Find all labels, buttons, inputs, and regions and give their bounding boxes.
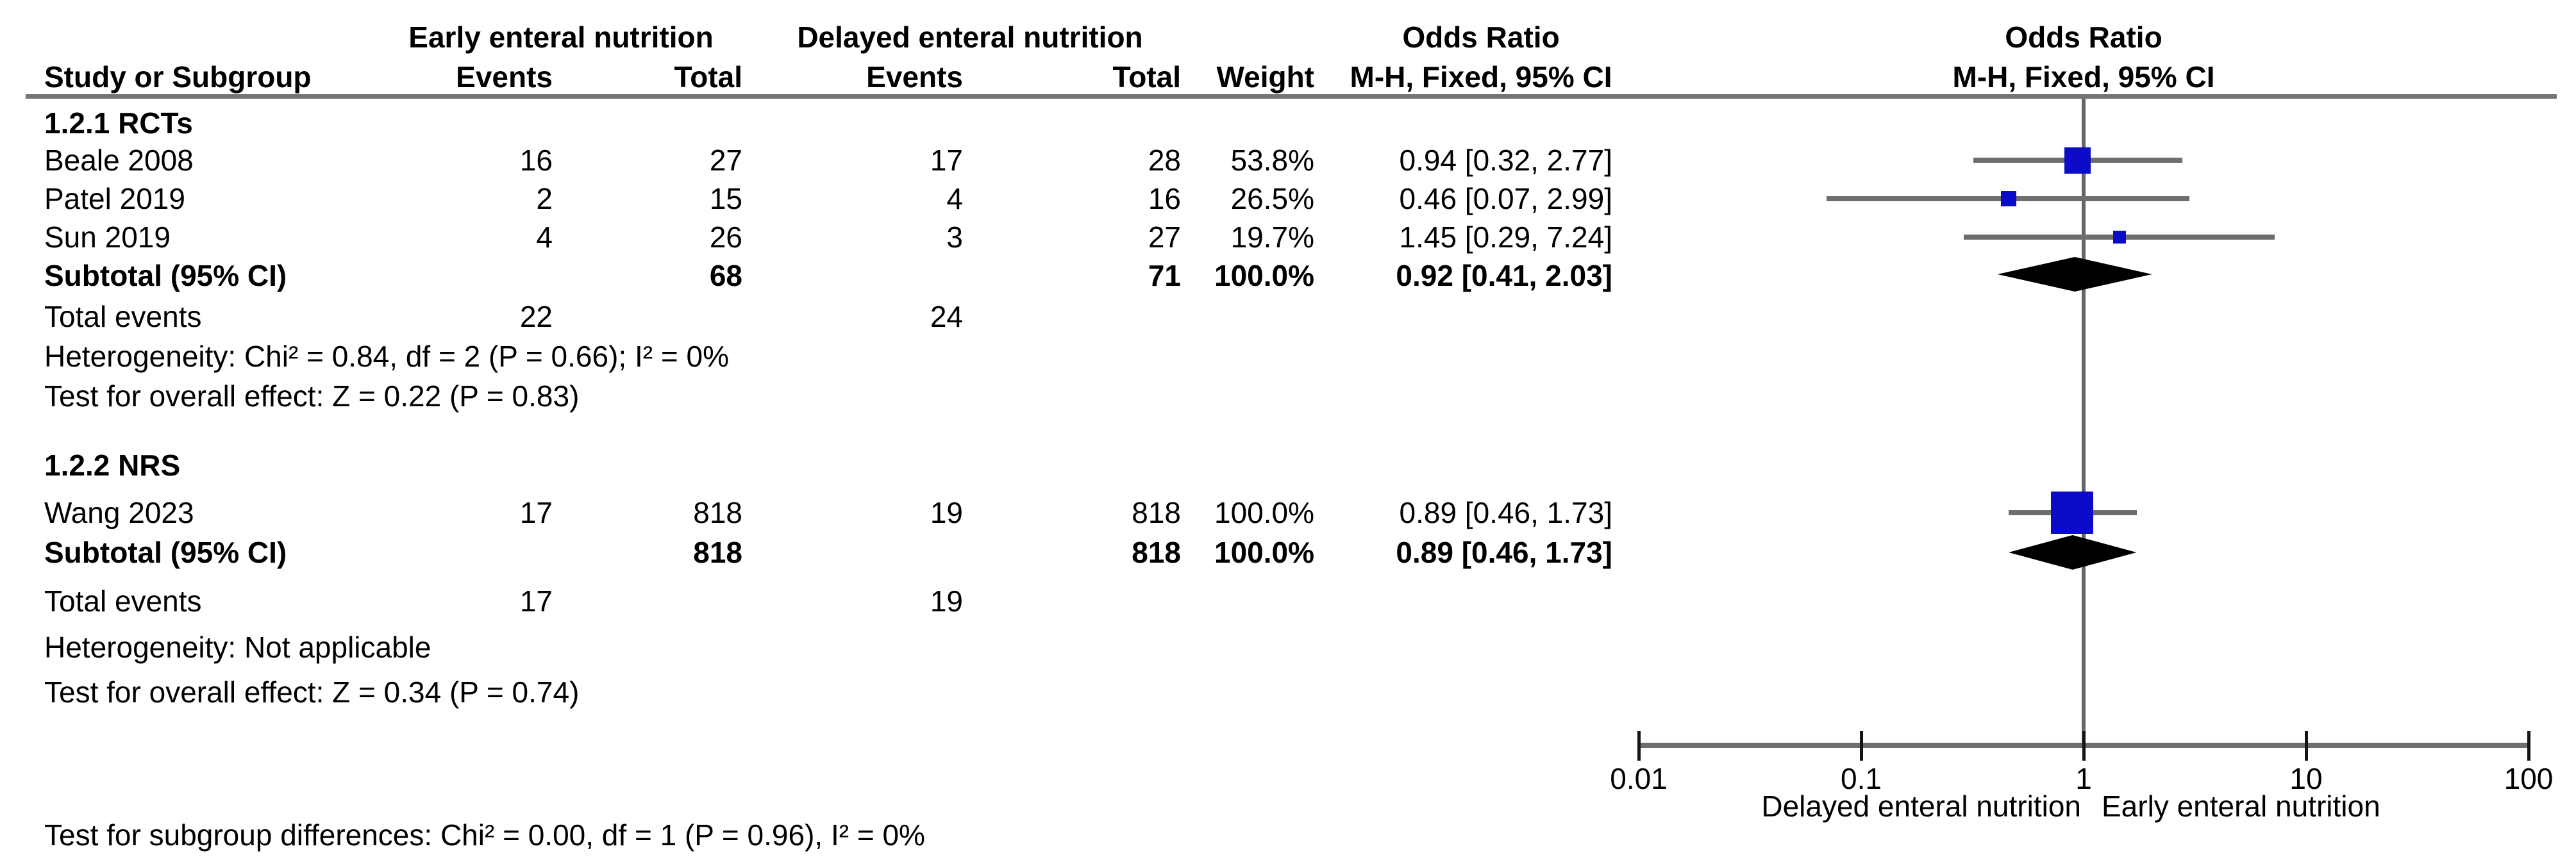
total-events-delayed: 19 — [930, 584, 963, 618]
subtotal-or-ci: 0.89 [0.46, 1.73] — [1396, 536, 1612, 569]
mh-ci-text-column-header: M-H, Fixed, 95% CI — [1350, 60, 1612, 94]
table-row: Beale 2008 16 27 17 28 53.8% 0.94 [0.32,… — [0, 141, 2576, 179]
weight-value: 53.8% — [1230, 144, 1314, 177]
x-axis-tick — [2527, 731, 2530, 761]
subtotal-total-delayed: 71 — [1148, 259, 1181, 292]
effect-square — [2000, 191, 2016, 206]
study-name: Beale 2008 — [44, 144, 194, 177]
subtotal-weight: 100.0% — [1214, 259, 1314, 292]
events-early-column-header: Events — [456, 60, 553, 94]
x-axis-tick — [2305, 731, 2308, 761]
overall-effect-text: Test for overall effect: Z = 0.34 (P = 0… — [44, 675, 580, 709]
odds-ratio-text-title: Odds Ratio — [1402, 21, 1560, 54]
axis-right-label: Early enteral nutrition — [2102, 790, 2380, 823]
header-row-1: Early enteral nutrition Delayed enteral … — [0, 18, 2576, 56]
x-axis-tick-label: 0.01 — [1610, 762, 1668, 795]
total-delayed: 27 — [1148, 220, 1181, 254]
total-delayed: 16 — [1148, 182, 1181, 215]
x-axis-tick-label: 10 — [2289, 762, 2323, 795]
axis-left-label: Delayed enteral nutrition — [1761, 790, 2081, 823]
study-name: Wang 2023 — [44, 496, 194, 529]
subtotal-total-delayed: 818 — [1132, 536, 1181, 569]
subtotal-label: Subtotal (95% CI) — [44, 536, 287, 569]
overall-effect-text: Test for overall effect: Z = 0.22 (P = 0… — [44, 379, 580, 413]
total-events-early: 22 — [519, 300, 553, 333]
x-axis-tick-label: 100 — [2504, 762, 2554, 795]
subgroup-label: 1.2.2 NRS — [44, 449, 181, 482]
column-group-early-label: Early enteral nutrition — [408, 21, 714, 54]
column-group-delayed-label: Delayed enteral nutrition — [797, 21, 1143, 54]
overall-effect-row: Test for overall effect: Z = 0.34 (P = 0… — [0, 673, 2576, 711]
events-delayed: 4 — [946, 182, 963, 215]
subgroup-2-label-row: 1.2.2 NRS — [0, 446, 2576, 484]
study-column-header: Study or Subgroup — [44, 60, 312, 94]
or-ci-text: 0.89 [0.46, 1.73] — [1399, 496, 1613, 529]
subtotal-weight: 100.0% — [1214, 536, 1314, 569]
total-events-label: Total events — [44, 584, 202, 618]
subgroup-1-label-row: 1.2.1 RCTs — [0, 104, 2576, 142]
events-delayed: 19 — [930, 496, 963, 529]
subtotal-row: Subtotal (95% CI) 68 71 100.0% 0.92 [0.4… — [0, 256, 2576, 295]
weight-value: 26.5% — [1230, 182, 1314, 215]
total-delayed: 28 — [1148, 144, 1181, 177]
table-row: Patel 2019 2 15 4 16 26.5% 0.46 [0.07, 2… — [0, 179, 2576, 218]
events-early: 4 — [536, 220, 553, 254]
weight-column-header: Weight — [1216, 60, 1314, 94]
events-early: 17 — [519, 496, 553, 529]
x-axis-tick — [1860, 731, 1863, 761]
subgroup-differences-row: Test for subgroup differences: Chi² = 0.… — [0, 816, 2576, 854]
subtotal-total-early: 68 — [709, 259, 742, 292]
or-ci-text: 0.46 [0.07, 2.99] — [1399, 182, 1613, 215]
null-effect-line — [2082, 99, 2086, 748]
total-events-delayed: 24 — [930, 300, 963, 333]
x-axis-tick-label: 1 — [2075, 762, 2092, 795]
header-separator-line — [26, 94, 2557, 99]
subtotal-or-ci: 0.92 [0.41, 2.03] — [1396, 259, 1612, 292]
total-events-row: Total events 22 24 — [0, 297, 2576, 336]
events-early: 2 — [536, 182, 553, 215]
subtotal-label: Subtotal (95% CI) — [44, 259, 287, 292]
subtotal-total-early: 818 — [693, 536, 742, 569]
x-axis-tick — [2082, 731, 2086, 761]
table-row: Sun 2019 4 26 3 27 19.7% 1.45 [0.29, 7.2… — [0, 218, 2576, 256]
effect-square — [2064, 147, 2091, 174]
total-delayed: 818 — [1132, 496, 1181, 529]
total-early-column-header: Total — [674, 60, 742, 94]
subgroup-label: 1.2.1 RCTs — [44, 106, 193, 140]
x-axis-tick-label: 0.1 — [1841, 762, 1882, 795]
weight-value: 100.0% — [1214, 496, 1314, 529]
weight-value: 19.7% — [1230, 220, 1314, 254]
total-delayed-column-header: Total — [1112, 60, 1181, 94]
total-early: 818 — [693, 496, 742, 529]
total-events-early: 17 — [519, 584, 553, 618]
total-events-label: Total events — [44, 300, 202, 333]
heterogeneity-row: Heterogeneity: Not applicable — [0, 628, 2576, 666]
heterogeneity-row: Heterogeneity: Chi² = 0.84, df = 2 (P = … — [0, 337, 2576, 376]
heterogeneity-text: Heterogeneity: Not applicable — [44, 631, 431, 664]
events-early: 16 — [519, 144, 553, 177]
header-row-2: Study or Subgroup Events Total Events To… — [0, 58, 2576, 96]
x-axis-tick — [1637, 731, 1641, 761]
overall-effect-row: Test for overall effect: Z = 0.22 (P = 0… — [0, 377, 2576, 415]
effect-square — [2112, 231, 2126, 244]
total-early: 26 — [709, 220, 742, 254]
subtotal-row: Subtotal (95% CI) 818 818 100.0% 0.89 [0… — [0, 533, 2576, 572]
subgroup-differences-text: Test for subgroup differences: Chi² = 0.… — [44, 818, 925, 852]
events-delayed: 17 — [930, 144, 963, 177]
heterogeneity-text: Heterogeneity: Chi² = 0.84, df = 2 (P = … — [44, 340, 729, 373]
or-ci-text: 0.94 [0.32, 2.77] — [1399, 144, 1613, 177]
mh-ci-plot-column-header: M-H, Fixed, 95% CI — [1952, 60, 2215, 94]
or-ci-text: 1.45 [0.29, 7.24] — [1399, 220, 1613, 254]
total-early: 15 — [709, 182, 742, 215]
total-events-row: Total events 17 19 — [0, 582, 2576, 620]
events-delayed: 3 — [946, 220, 963, 254]
odds-ratio-plot-title: Odds Ratio — [2005, 21, 2162, 54]
study-name: Sun 2019 — [44, 220, 171, 254]
effect-square — [2051, 492, 2094, 534]
table-row: Wang 2023 17 818 19 818 100.0% 0.89 [0.4… — [0, 493, 2576, 532]
events-delayed-column-header: Events — [866, 60, 963, 94]
total-early: 27 — [709, 144, 742, 177]
study-name: Patel 2019 — [44, 182, 185, 215]
